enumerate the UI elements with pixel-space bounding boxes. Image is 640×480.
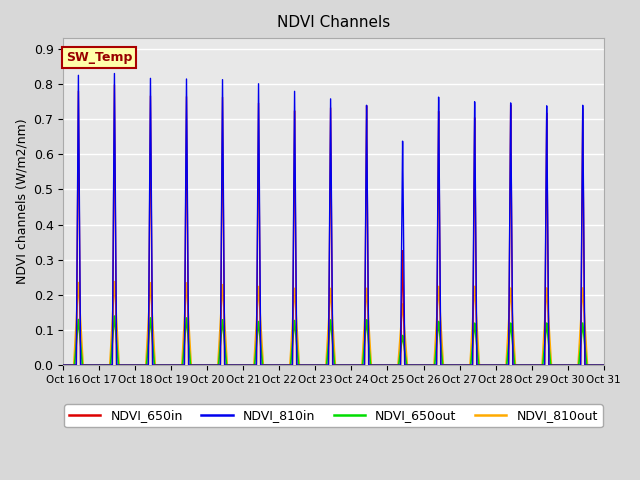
Title: NDVI Channels: NDVI Channels — [277, 15, 390, 30]
Y-axis label: NDVI channels (W/m2/nm): NDVI channels (W/m2/nm) — [15, 119, 28, 285]
Legend: NDVI_650in, NDVI_810in, NDVI_650out, NDVI_810out: NDVI_650in, NDVI_810in, NDVI_650out, NDV… — [64, 404, 603, 427]
Text: SW_Temp: SW_Temp — [66, 51, 132, 64]
